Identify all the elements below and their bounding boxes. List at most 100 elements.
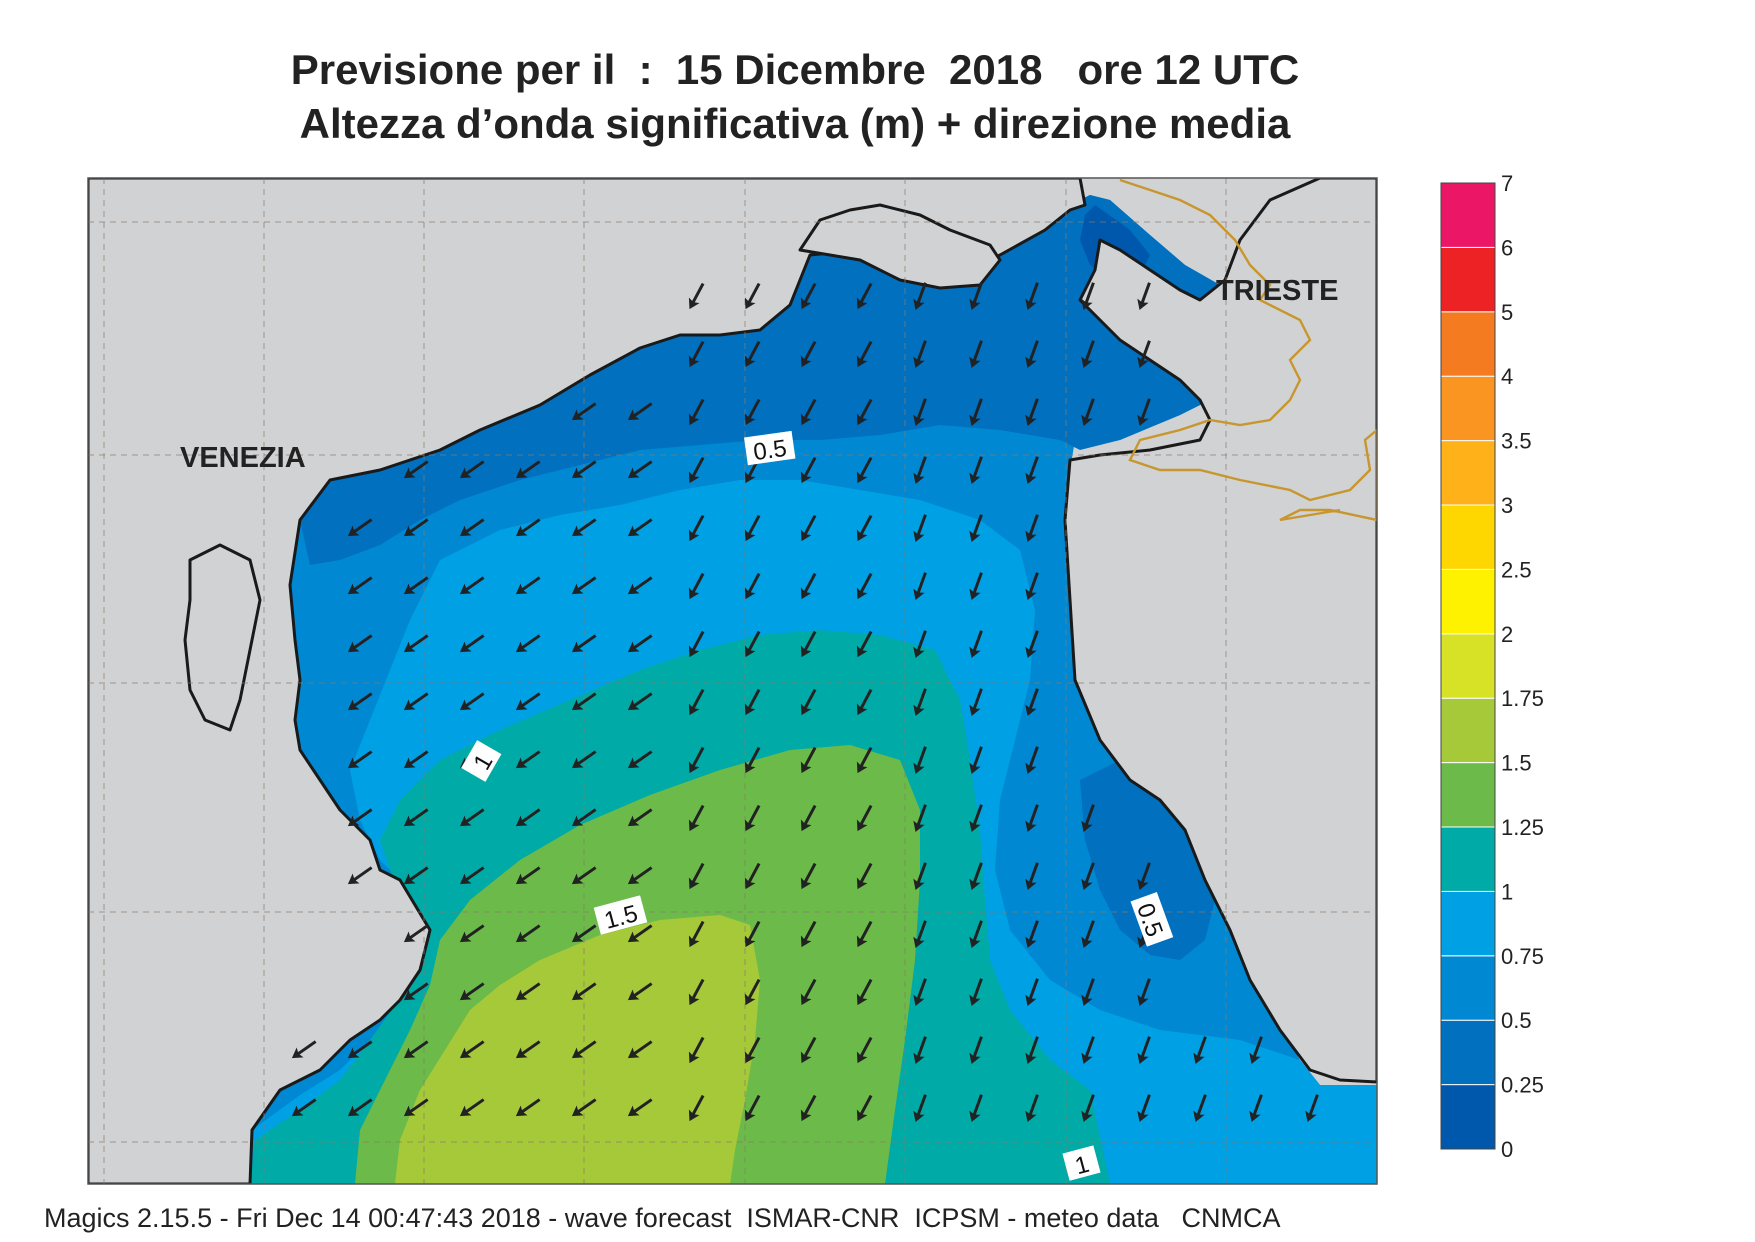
wave-direction-arrow bbox=[1025, 746, 1039, 775]
wave-direction-arrow bbox=[459, 692, 485, 711]
wave-direction-arrow bbox=[1137, 978, 1151, 1007]
wave-direction-arrow bbox=[856, 340, 873, 368]
wave-direction-arrow bbox=[856, 572, 873, 600]
wave-direction-arrow bbox=[913, 630, 927, 659]
wave-direction-arrow bbox=[627, 808, 653, 827]
wave-direction-arrow bbox=[856, 978, 873, 1006]
city-label-venezia: VENEZIA bbox=[180, 442, 306, 474]
wave-direction-arrow bbox=[627, 402, 653, 421]
legend-swatch bbox=[1440, 697, 1496, 764]
wave-direction-arrow bbox=[856, 804, 873, 832]
wave-direction-arrow bbox=[800, 920, 817, 948]
wave-direction-arrow bbox=[1025, 572, 1039, 601]
wave-direction-arrow bbox=[571, 692, 597, 711]
wave-direction-arrow bbox=[1025, 920, 1039, 949]
wave-direction-arrow bbox=[1137, 1036, 1151, 1065]
wave-direction-arrow bbox=[744, 1094, 761, 1122]
legend-tick-label: 2 bbox=[1501, 622, 1513, 647]
wave-direction-arrow bbox=[913, 978, 927, 1007]
wave-direction-arrow bbox=[688, 630, 705, 658]
wave-direction-arrow bbox=[403, 924, 429, 943]
wave-direction-arrow bbox=[571, 866, 597, 885]
wave-direction-arrow bbox=[969, 572, 983, 601]
wave-direction-arrow bbox=[403, 808, 429, 827]
contour-label-1-south: 1 bbox=[1062, 1145, 1101, 1181]
wave-direction-arrow bbox=[627, 518, 653, 537]
wave-direction-arrow bbox=[913, 1094, 927, 1123]
wave-direction-arrow bbox=[347, 866, 373, 885]
wave-direction-arrow bbox=[1025, 456, 1039, 485]
contour-label-0-5-north: 0.5 bbox=[744, 430, 796, 466]
wave-direction-arrow bbox=[856, 514, 873, 542]
legend-tick-label: 5 bbox=[1501, 300, 1513, 325]
legend-tick-label: 4 bbox=[1501, 364, 1513, 389]
wave-direction-arrow bbox=[688, 572, 705, 600]
wave-direction-arrow bbox=[688, 746, 705, 774]
wave-direction-arrow bbox=[969, 630, 983, 659]
wave-direction-arrow bbox=[800, 978, 817, 1006]
wave-direction-arrow bbox=[459, 518, 485, 537]
wave-direction-arrow bbox=[1081, 282, 1095, 311]
wave-direction-arrow bbox=[1193, 1036, 1207, 1065]
wave-direction-arrow bbox=[800, 456, 817, 484]
wave-direction-arrow bbox=[627, 692, 653, 711]
wave-direction-arrow bbox=[688, 978, 705, 1006]
wave-direction-arrow bbox=[800, 746, 817, 774]
wave-direction-arrow bbox=[571, 808, 597, 827]
wave-direction-arrow bbox=[688, 804, 705, 832]
wave-direction-arrow bbox=[1025, 340, 1039, 369]
title-line-1: Previsione per il : 15 Dicembre 2018 ore… bbox=[290, 46, 1300, 93]
wave-direction-arrow bbox=[856, 746, 873, 774]
legend-swatch bbox=[1440, 1019, 1496, 1086]
wave-band-0-25-east bbox=[1080, 760, 1215, 960]
wave-direction-arrow bbox=[515, 576, 541, 595]
wave-direction-arrow bbox=[627, 460, 653, 479]
wave-direction-arrow bbox=[403, 750, 429, 769]
wave-direction-arrow bbox=[800, 1094, 817, 1122]
wave-direction-arrow bbox=[856, 398, 873, 426]
wave-direction-arrow bbox=[856, 630, 873, 658]
wave-direction-arrow bbox=[688, 282, 705, 310]
wave-direction-arrow bbox=[1025, 978, 1039, 1007]
wave-direction-arrow bbox=[1081, 398, 1095, 427]
wave-direction-arrow bbox=[627, 1098, 653, 1117]
wave-direction-arrow bbox=[347, 808, 373, 827]
wave-direction-arrow bbox=[1025, 862, 1039, 891]
legend-tick-label: 1.5 bbox=[1501, 751, 1532, 776]
legend-tick-label: 3.5 bbox=[1501, 429, 1532, 454]
wave-direction-arrow bbox=[403, 692, 429, 711]
wave-direction-arrow bbox=[969, 804, 983, 833]
wave-direction-arrow bbox=[688, 456, 705, 484]
legend-swatch bbox=[1440, 246, 1496, 313]
wave-direction-arrow bbox=[800, 572, 817, 600]
wave-direction-arrow bbox=[969, 514, 983, 543]
legend-tick-label: 7 bbox=[1501, 171, 1513, 196]
wave-direction-arrow bbox=[856, 456, 873, 484]
wave-direction-arrow bbox=[800, 398, 817, 426]
wave-direction-arrow bbox=[515, 460, 541, 479]
legend-tick-label: 6 bbox=[1501, 235, 1513, 260]
wave-direction-arrow bbox=[913, 514, 927, 543]
wave-direction-arrow bbox=[856, 282, 873, 310]
wave-direction-arrow bbox=[913, 920, 927, 949]
wave-direction-arrow bbox=[1137, 1094, 1151, 1123]
wave-direction-arrow bbox=[515, 924, 541, 943]
wave-direction-arrow bbox=[969, 920, 983, 949]
wave-direction-arrow bbox=[969, 688, 983, 717]
wave-direction-arrow bbox=[913, 340, 927, 369]
legend-swatch bbox=[1440, 955, 1496, 1021]
legend-swatch bbox=[1440, 311, 1496, 377]
wave-direction-arrow bbox=[347, 1040, 373, 1059]
legend-swatch bbox=[1440, 504, 1496, 570]
wave-direction-arrow bbox=[627, 576, 653, 595]
legend-tick-label: 1.25 bbox=[1501, 815, 1544, 840]
wave-direction-arrow bbox=[627, 866, 653, 885]
land-shapes bbox=[88, 178, 1377, 1184]
wave-direction-arrow bbox=[515, 866, 541, 885]
wave-direction-arrow bbox=[571, 402, 597, 421]
wave-direction-arrow bbox=[744, 978, 761, 1006]
legend-tick-label: 3 bbox=[1501, 493, 1513, 518]
wave-direction-arrow bbox=[688, 1094, 705, 1122]
wave-direction-arrow bbox=[571, 924, 597, 943]
